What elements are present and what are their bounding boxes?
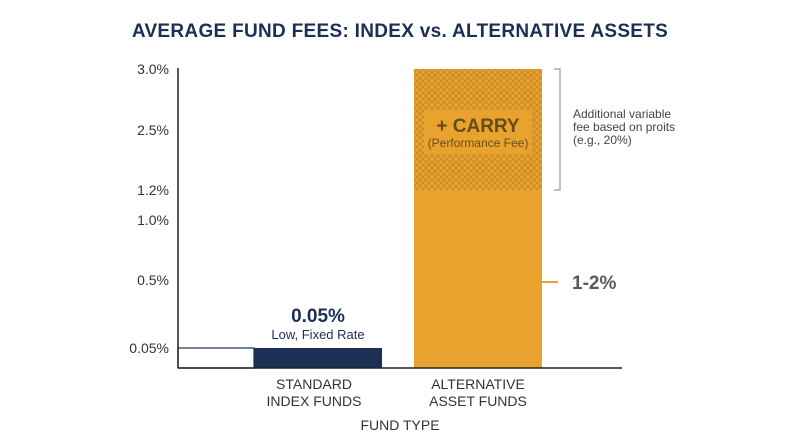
bar-value-label-index: 0.05% xyxy=(291,306,345,327)
y-axis-ticks: 3.0% 2.5% 1.2% 1.0% 0.5% 0.05% xyxy=(129,61,169,356)
category-label-alt-line1: ALTERNATIVE xyxy=(431,376,525,392)
bracket-note-line: (e.g., 20%) xyxy=(573,133,632,147)
chart-title: AVERAGE FUND FEES: INDEX vs. ALTERNATIVE… xyxy=(132,21,668,42)
y-tick-label: 0.05% xyxy=(129,340,169,356)
bar-segment-base-fee xyxy=(414,190,542,368)
x-axis-title: FUND TYPE xyxy=(360,417,439,433)
category-label-index-line1: STANDARD xyxy=(276,376,352,392)
bracket-note-line: Additional variable xyxy=(573,107,671,121)
y-tick-label: 3.0% xyxy=(137,61,169,77)
bar-index-funds xyxy=(254,348,382,368)
carry-label-box xyxy=(424,110,532,154)
carry-bracket xyxy=(554,68,561,191)
carry-sub-label: (Performance Fee) xyxy=(428,136,529,150)
baseline-reference-strip xyxy=(177,347,255,369)
y-tick-label: 0.5% xyxy=(137,272,169,288)
bar-sub-label-index: Low, Fixed Rate xyxy=(271,327,364,342)
range-label: 1-2% xyxy=(572,273,616,294)
y-tick-label: 2.5% xyxy=(137,122,169,138)
bracket-note-line: fee based on proits xyxy=(573,120,675,134)
carry-label: + CARRY xyxy=(436,116,520,137)
y-tick-label: 1.2% xyxy=(137,182,169,198)
category-label-alt-line2: ASSET FUNDS xyxy=(429,393,527,409)
y-tick-label: 1.0% xyxy=(137,212,169,228)
category-label-index-line2: INDEX FUNDS xyxy=(267,393,362,409)
annotations-group: 0.05%Low, Fixed Rate + CARRY(Performance … xyxy=(271,68,675,342)
